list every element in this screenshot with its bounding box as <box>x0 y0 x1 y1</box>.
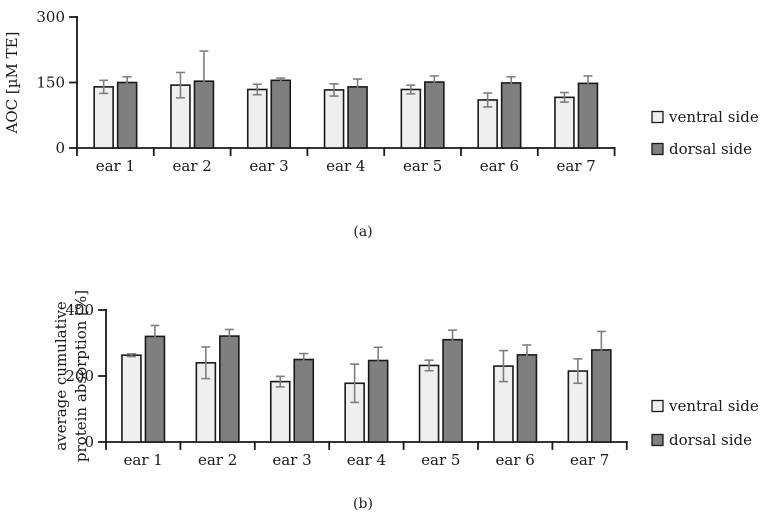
category-label: ear 5 <box>403 157 442 175</box>
bar-dorsal-7 <box>577 82 599 149</box>
y-tick-label: 400 <box>65 301 94 319</box>
bar-dorsal-4 <box>347 86 368 149</box>
panel-label: (a) <box>353 224 372 240</box>
category-label: ear 4 <box>347 451 386 469</box>
category-label: ear 4 <box>326 157 365 175</box>
y-axis-title: average cumulative <box>52 301 70 451</box>
bar-ventral-3 <box>269 380 291 443</box>
bar-dorsal-3 <box>270 79 292 149</box>
category-label: ear 6 <box>480 157 519 175</box>
y-axis-title: AOC [µM TE] <box>3 32 21 135</box>
legend-swatch-dorsal <box>651 433 664 447</box>
y-tick-label: 300 <box>36 8 65 26</box>
y-tick-label: 0 <box>84 433 94 451</box>
legend-swatch-ventral <box>651 110 664 124</box>
bar-ventral-7 <box>554 96 575 149</box>
bar-ventral-1 <box>121 354 142 443</box>
y-tick-label: 0 <box>55 139 65 157</box>
bar-ventral-3 <box>246 88 268 149</box>
category-label: ear 2 <box>173 157 212 175</box>
y-tick-label: 200 <box>65 367 94 385</box>
bar-ventral-5 <box>418 364 440 443</box>
legend-swatch-ventral <box>651 399 664 413</box>
category-label: ear 7 <box>570 451 609 469</box>
category-label: ear 5 <box>421 451 460 469</box>
legend-label-ventral: ventral side <box>668 397 759 415</box>
bar-dorsal-1 <box>144 335 166 443</box>
category-label: ear 1 <box>96 157 135 175</box>
bar-dorsal-5 <box>424 81 445 149</box>
category-label: ear 7 <box>557 157 596 175</box>
legend-label-ventral: ventral side <box>668 108 759 126</box>
bar-ventral-5 <box>400 88 422 149</box>
bar-dorsal-1 <box>116 81 138 149</box>
bar-dorsal-3 <box>293 358 315 443</box>
bar-dorsal-2 <box>219 335 240 443</box>
chart-panel-a: 0 150 300 ear 1 ear 2 ear 3 ear 4 ear 5 ear 6 ear… <box>3 8 759 240</box>
category-label: ear 6 <box>496 451 535 469</box>
legend-swatch-dorsal <box>651 142 664 156</box>
panel-label: (b) <box>353 496 373 512</box>
bar-dorsal-5 <box>442 338 463 443</box>
legend-label-dorsal: dorsal side <box>669 431 752 449</box>
chart-panel-b: 0 200 400 ear 1 ear 2 ear 3 ear 4 ear 5 ear 6 ear… <box>52 290 759 512</box>
y-tick-label: 150 <box>36 74 65 92</box>
bar-dorsal-6 <box>500 82 522 149</box>
bar-ventral-1 <box>93 86 114 149</box>
bar-ventral-4 <box>323 89 345 149</box>
category-label: ear 2 <box>198 451 237 469</box>
y-axis-title: protein absorption [%] <box>72 290 90 462</box>
category-label: ear 3 <box>272 451 311 469</box>
category-label: ear 1 <box>124 451 163 469</box>
legend-label-dorsal: dorsal side <box>669 140 752 158</box>
category-label: ear 3 <box>249 157 288 175</box>
bar-dorsal-6 <box>516 354 538 443</box>
